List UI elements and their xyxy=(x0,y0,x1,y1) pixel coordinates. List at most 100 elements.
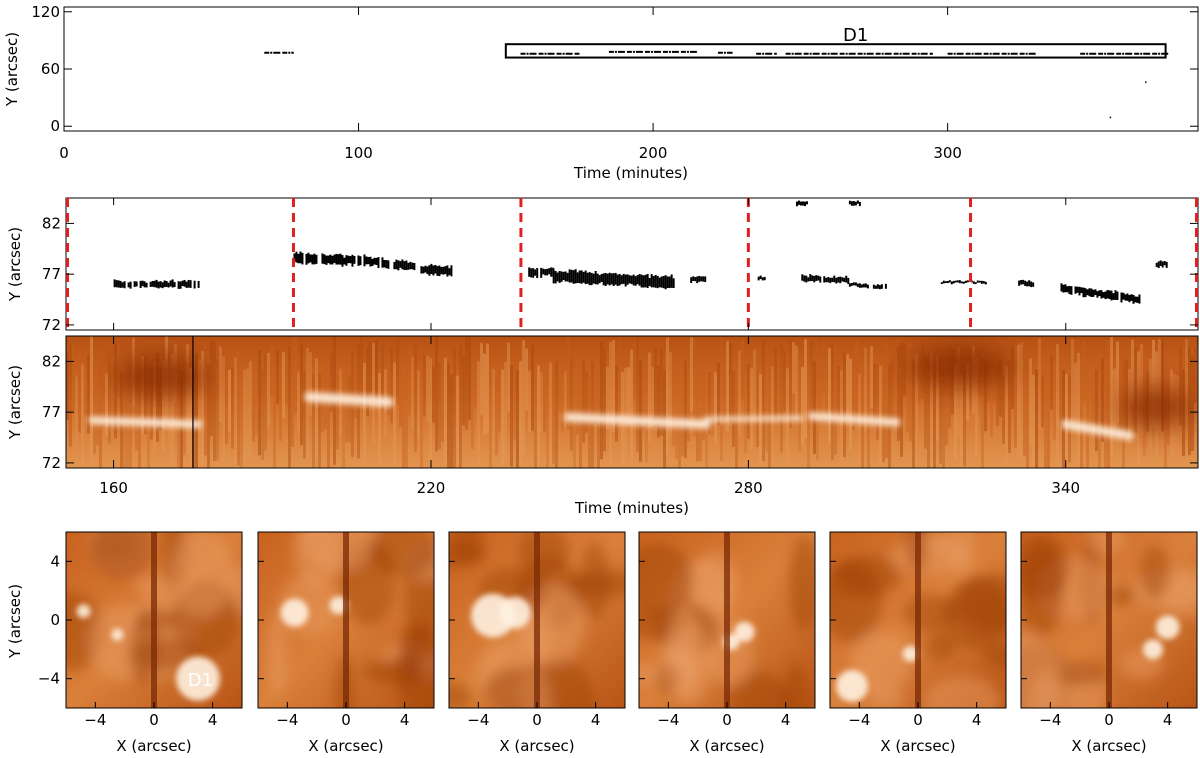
detection-frame xyxy=(65,197,1199,331)
detection-pixel xyxy=(606,273,609,285)
intensity-streak xyxy=(927,362,930,468)
overview-x-tick-label: 0 xyxy=(59,144,69,162)
intensity-streak xyxy=(639,360,642,462)
intensity-bright-feature xyxy=(1061,419,1134,441)
detection-pixel xyxy=(133,281,136,287)
intensity-streak xyxy=(105,373,108,437)
detection-pixel xyxy=(872,284,875,289)
intensity-streak xyxy=(252,374,255,442)
intensity-streak xyxy=(594,372,597,425)
detection-pixel xyxy=(548,268,551,275)
detection-pixel xyxy=(656,275,659,289)
detection-pixel xyxy=(622,273,625,284)
intensity-streak xyxy=(651,367,654,418)
overview-y-tick-label: 0 xyxy=(50,117,60,135)
intensity-streak xyxy=(1131,339,1134,405)
intensity-streak xyxy=(570,359,573,451)
detection-pixel xyxy=(436,266,439,276)
intensity-streak xyxy=(981,352,984,468)
detection-pixel xyxy=(1106,290,1109,299)
snapshot-x-tick-label: 4 xyxy=(972,711,982,729)
detection-blob xyxy=(801,274,850,284)
intensity-y-tick-label: 72 xyxy=(42,454,61,472)
detection-pixel xyxy=(801,201,804,206)
snapshot-texture-blob xyxy=(452,532,484,562)
detection-pixel xyxy=(604,273,607,287)
detection-pixel xyxy=(839,276,842,284)
intensity-streak xyxy=(579,366,582,468)
intensity-streak xyxy=(891,359,894,429)
intensity-streak xyxy=(483,353,486,436)
intensity-streak xyxy=(1083,340,1086,403)
intensity-streak xyxy=(528,370,531,433)
snapshot-y-tick-label: −4 xyxy=(38,670,60,688)
detection-pixel xyxy=(948,280,951,283)
intensity-streak xyxy=(306,347,309,462)
snapshot-panel: −4 0 4 −4 0 4 X (arcsec) D1 xyxy=(38,531,243,755)
intensity-streak xyxy=(597,354,600,468)
detection-pixel xyxy=(1030,281,1033,288)
intensity-streak xyxy=(657,366,660,438)
detection-blob xyxy=(757,275,766,281)
intensity-streak xyxy=(1032,375,1035,468)
intensity-bright-feature xyxy=(703,415,804,422)
intensity-streak xyxy=(879,365,882,468)
snapshot-texture-blob xyxy=(727,671,789,708)
detection-pixel xyxy=(578,270,581,284)
detection-pixel xyxy=(530,268,533,278)
intensity-streak xyxy=(675,372,678,460)
detection-pixel xyxy=(876,284,879,289)
intensity-bright-feature xyxy=(807,412,901,427)
detection-pixel xyxy=(1165,261,1168,268)
overview-x-tick-label: 100 xyxy=(344,144,373,162)
intensity-streak xyxy=(1119,359,1122,431)
detection-pixel xyxy=(139,280,142,288)
intensity-streak xyxy=(939,358,942,464)
snapshot-texture-blob xyxy=(925,632,957,660)
overview-x-ticks: 0 100 200 300 xyxy=(59,7,962,162)
snapshot-brightenings xyxy=(1143,615,1180,660)
snapshot-texture-blob xyxy=(830,559,883,643)
detection-pixel xyxy=(847,277,850,284)
detection-pixel xyxy=(159,281,162,288)
intensity-streak xyxy=(1152,339,1155,429)
overview-frame xyxy=(63,6,1199,132)
intensity-y-title: Y (arcsec) xyxy=(6,365,24,440)
intensity-streak xyxy=(561,345,564,432)
detection-pixel xyxy=(562,271,565,281)
detection-pixel xyxy=(1124,294,1127,301)
overview-x-tick-label: 300 xyxy=(933,144,962,162)
detection-pixel xyxy=(831,277,834,282)
snapshot-x-title: X (arcsec) xyxy=(689,737,764,755)
intensity-streak xyxy=(627,367,630,425)
snapshot-image xyxy=(1021,532,1197,708)
snapshot-brightening xyxy=(1143,639,1163,660)
detection-pixel xyxy=(696,276,699,284)
intensity-streak xyxy=(183,371,186,455)
intensity-streak xyxy=(327,369,330,468)
intensity-streak xyxy=(507,342,510,413)
detection-pixel xyxy=(1032,282,1035,287)
intensity-streak xyxy=(207,363,210,468)
detection-blob xyxy=(528,267,555,278)
detection-pixel xyxy=(598,275,601,284)
detection-pixel xyxy=(359,256,362,266)
snapshot-image xyxy=(66,532,242,708)
snapshot-x-tick-label: 4 xyxy=(591,711,601,729)
detection-pixel xyxy=(848,200,851,205)
detection-pixel xyxy=(803,275,806,282)
intensity-streak xyxy=(1098,350,1101,468)
detection-pixel xyxy=(610,273,613,285)
intensity-streak xyxy=(687,368,690,442)
detection-pixel xyxy=(428,265,431,276)
detection-pixel xyxy=(1102,292,1105,298)
detection-pixel xyxy=(422,266,425,274)
intensity-streak xyxy=(75,375,78,448)
detection-pixel xyxy=(173,282,176,288)
detection-ticks: 72 77 82 xyxy=(42,198,1198,334)
snapshot-x-tick-label: 0 xyxy=(913,711,923,729)
snapshot-texture-blob xyxy=(784,661,808,708)
detection-pixel xyxy=(181,280,184,287)
snapshot-x-title: X (arcsec) xyxy=(116,737,191,755)
intensity-streak xyxy=(87,355,90,434)
